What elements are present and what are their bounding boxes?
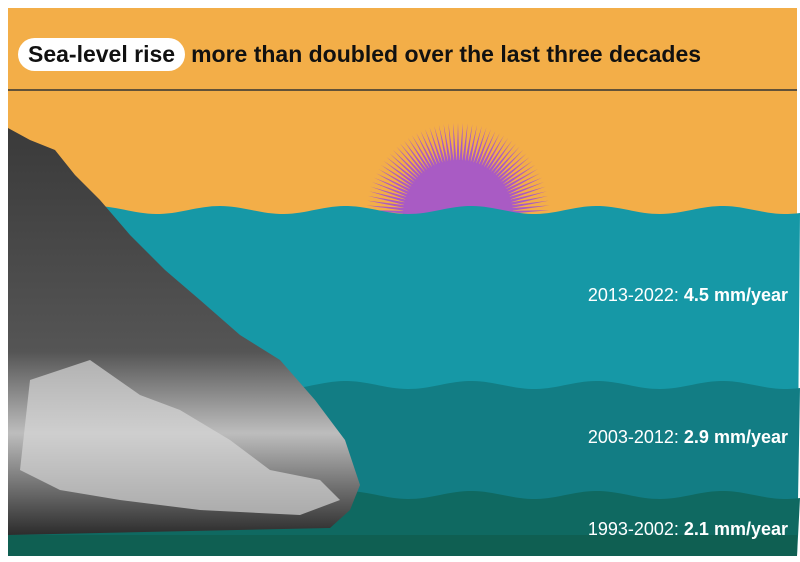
sun-ray	[504, 182, 544, 199]
sun-ray	[466, 125, 478, 167]
sun-ray	[456, 123, 460, 166]
sun-ray	[505, 186, 546, 201]
sun-ray	[492, 149, 524, 181]
rate-label: 2013-2022: 4.5 mm/year	[588, 285, 788, 306]
sun-ray	[474, 129, 491, 169]
sun-ray	[403, 140, 430, 176]
sun-ray	[497, 160, 533, 187]
sun-ray	[490, 146, 520, 179]
sun-ray	[453, 123, 457, 166]
sun-ray	[443, 124, 452, 166]
sun-ray	[378, 169, 416, 192]
title: Sea-level rise more than doubled over th…	[18, 38, 701, 71]
sun-ray	[386, 157, 421, 185]
sun-ray	[429, 127, 444, 168]
cliff-highlight	[20, 360, 340, 515]
period: 2003-2012:	[587, 427, 679, 447]
sun-ray	[366, 205, 409, 212]
sun-ray	[438, 125, 450, 167]
sun-ray	[367, 200, 409, 209]
sun-ray	[486, 140, 513, 176]
sun-ray	[407, 137, 433, 174]
sun-ray	[434, 126, 447, 168]
sun-ray	[416, 133, 437, 172]
sun-ray	[400, 143, 428, 178]
rate: 2.9 mm/year	[683, 427, 788, 447]
sun-ray	[503, 177, 543, 197]
sun-ray	[479, 133, 500, 172]
sun-ray	[380, 164, 417, 190]
sun-ray	[476, 130, 496, 170]
sun-ray	[472, 127, 487, 168]
sun-ray	[505, 191, 547, 204]
sun-ray	[461, 123, 468, 166]
sun	[366, 123, 550, 270]
sun-ray	[500, 169, 538, 192]
rate-label: 2003-2012: 2.9 mm/year	[588, 427, 788, 448]
sun-ray	[507, 205, 550, 212]
sun-ray	[368, 195, 410, 207]
sun-ray	[370, 186, 411, 201]
sun-ray	[495, 157, 530, 185]
sun-ray	[459, 123, 463, 166]
sun-ray	[369, 191, 411, 204]
sun-ray	[499, 164, 536, 190]
sun-ray	[420, 130, 440, 170]
sun-ray	[506, 195, 548, 207]
sun-ray	[501, 173, 540, 194]
sun-ray	[469, 126, 482, 168]
period: 2013-2022:	[587, 285, 679, 305]
sun-ray	[464, 124, 473, 166]
sun-ray	[425, 129, 442, 169]
sun-ray	[396, 146, 426, 179]
sun-ray	[448, 123, 455, 166]
rate-label: 1993-2002: 2.1 mm/year	[588, 519, 788, 540]
rate: 4.5 mm/year	[683, 285, 788, 305]
sun-ray	[389, 153, 422, 183]
sun-ray	[494, 153, 527, 183]
title-text: more than doubled over the last three de…	[191, 41, 702, 67]
sun-ray	[481, 135, 504, 173]
title-highlight: Sea-level rise	[18, 38, 186, 71]
sun-ray	[376, 173, 415, 194]
sun-ray	[412, 135, 435, 173]
sun-ray	[392, 149, 424, 181]
sun-ray	[507, 200, 549, 209]
sun-ray	[383, 160, 419, 187]
rate: 2.1 mm/year	[683, 519, 788, 539]
period: 1993-2002:	[587, 519, 679, 539]
water-base	[8, 535, 797, 556]
sun-ray	[372, 182, 412, 199]
sun-ray	[488, 143, 516, 178]
sun-ray	[483, 137, 509, 174]
sun-ray	[373, 177, 413, 197]
